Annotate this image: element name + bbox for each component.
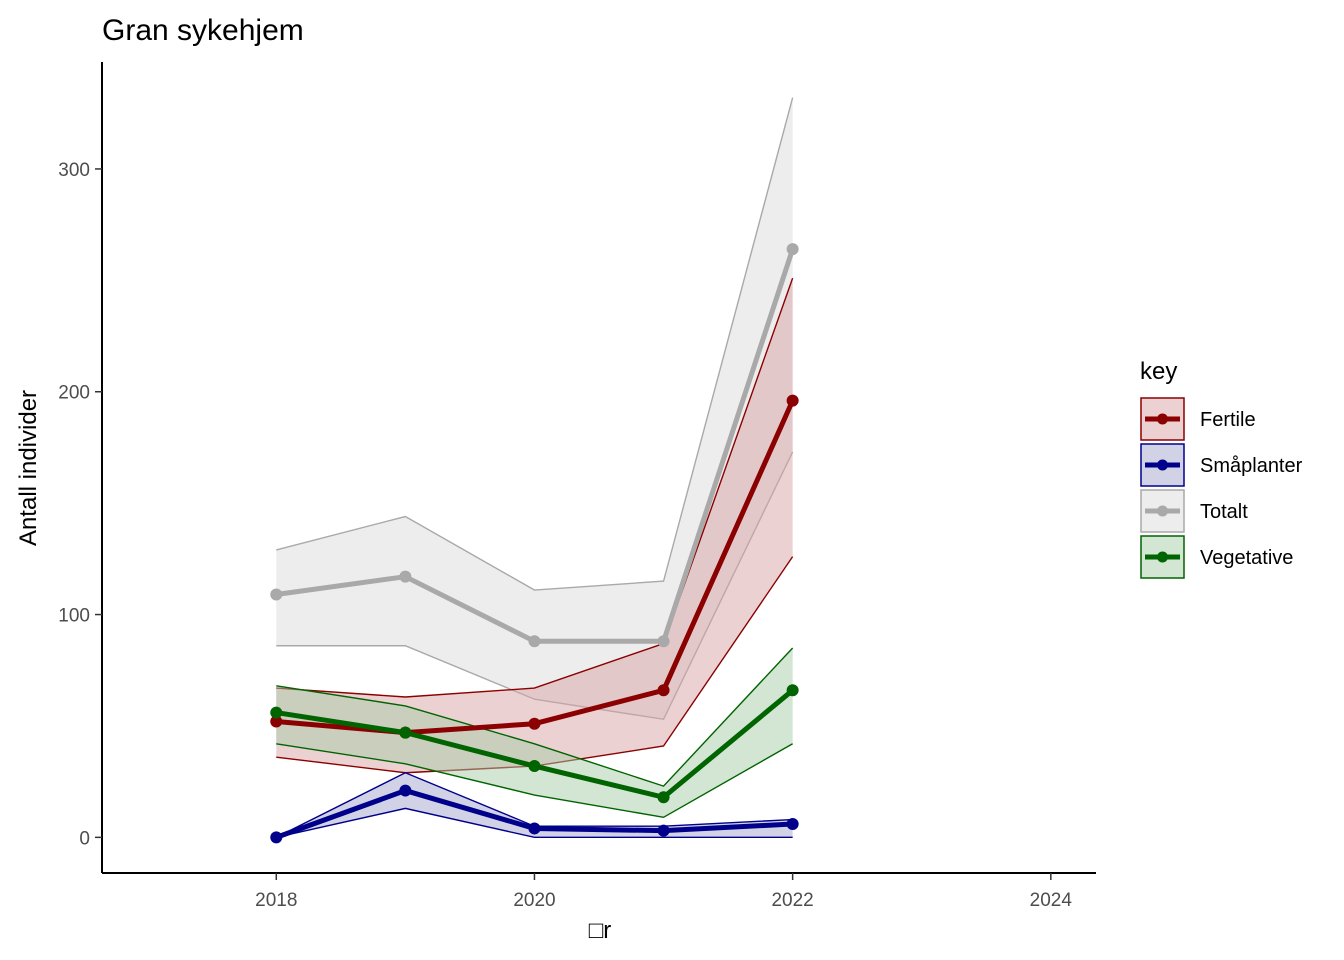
x-tick-label: 2020 [513,890,555,911]
x-axis-title: □r [589,917,612,944]
point-smaplanter-2022 [786,817,799,830]
y-tick-label: 100 [58,606,90,627]
y-tick-label: 0 [79,828,90,849]
legend-title: key [1140,358,1177,385]
legend-label-fertile: Fertile [1200,409,1256,431]
x-axis-ticks: 2018 2020 2022 2024 [255,873,1072,911]
band-upper-fertile [276,277,794,698]
legend-label-totalt: Totalt [1200,501,1248,523]
y-axis-title: Antall individer [15,390,42,546]
legend-marker-vegetative [1157,551,1168,563]
point-smaplanter-2020 [528,822,541,835]
point-smaplanter-2019 [399,784,412,797]
legend-item-smaplanter: Småplanter [1140,443,1303,487]
point-vegetative-2020 [528,760,541,773]
legend-marker-totalt [1157,505,1168,517]
y-tick-label: 200 [58,383,90,404]
point-vegetative-2019 [399,726,412,739]
point-smaplanter-2018 [270,831,283,844]
point-vegetative-2022 [786,684,799,697]
legend: Fertile Småplanter Totalt Vegetative [1140,397,1303,579]
x-tick-label: 2018 [255,890,297,911]
legend-marker-smaplanter [1157,459,1168,471]
band-totalt [276,97,793,720]
y-tick-label: 300 [58,160,90,181]
point-totalt-2021 [657,635,670,648]
point-fertile-2022 [786,394,799,407]
point-totalt-2020 [528,635,541,648]
point-fertile-2021 [657,684,670,697]
band-upper-totalt [276,97,794,591]
legend-item-fertile: Fertile [1140,397,1256,441]
band-lower-vegetative [276,743,793,819]
x-tick-label: 2024 [1030,890,1073,911]
point-vegetative-2018 [270,706,283,719]
legend-item-totalt: Totalt [1140,489,1248,533]
point-smaplanter-2021 [657,824,670,837]
band-lower-smaplanter [276,807,793,839]
legend-item-vegetative: Vegetative [1140,535,1293,579]
chart-title: Gran sykehjem [102,14,304,47]
point-totalt-2022 [786,243,799,256]
legend-label-vegetative: Vegetative [1200,547,1293,569]
point-vegetative-2021 [657,791,670,804]
legend-marker-fertile [1157,413,1168,425]
y-axis-ticks: 0 100 200 300 [58,160,102,849]
band-upper-vegetative [276,647,794,787]
x-tick-label: 2022 [771,890,813,911]
band-fertile [276,278,793,773]
legend-label-smaplanter: Småplanter [1200,455,1303,477]
point-totalt-2018 [270,588,283,601]
point-totalt-2019 [399,570,412,583]
series-points [270,243,799,844]
point-fertile-2018 [270,715,283,728]
point-fertile-2020 [528,717,541,730]
